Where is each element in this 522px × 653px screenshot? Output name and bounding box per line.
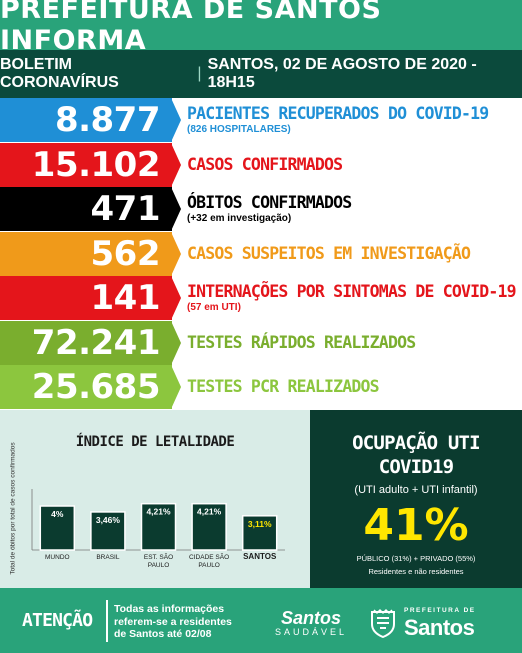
icu-percent: 41% [363, 500, 469, 551]
stat-pointer-icon [171, 276, 181, 321]
stat-pointer-icon [171, 98, 181, 143]
stat-row: 562 CASOS SUSPEITOS EM INVESTIGAÇÃO [0, 231, 522, 276]
chart-category-label: PAULO [148, 562, 170, 569]
logo-saudavel-text: SAUDÁVEL [274, 627, 348, 637]
stat-pointer-icon [171, 187, 181, 232]
footer-note: Todas as informações referem-se a reside… [114, 603, 264, 641]
stat-value: 15.102 [0, 142, 172, 187]
chart-category-label: PAULO [198, 562, 220, 569]
santos-saudavel-logo: Santos SAUDÁVEL [270, 608, 352, 637]
prefeitura-logo: PREFEITURA DE Santos [368, 604, 513, 640]
stat-label-group: CASOS CONFIRMADOS [181, 154, 343, 174]
chart-category-label: CIDADE SÃO [189, 552, 229, 561]
chart-value-label: 3,11% [248, 519, 272, 529]
stat-row: 15.102 CASOS CONFIRMADOS [0, 142, 522, 187]
footer: ATENÇÃO Todas as informações referem-se … [0, 588, 522, 653]
logo-prefeitura-text: PREFEITURA DE [404, 607, 476, 614]
chart-category-label: SANTOS [243, 552, 277, 561]
stat-row: 72.241 TESTES RÁPIDOS REALIZADOS [0, 320, 522, 365]
stat-value: 562 [0, 231, 172, 276]
page-title-text: PREFEITURA DE SANTOS INFORMA [0, 0, 382, 56]
stat-pointer-icon [171, 231, 181, 276]
stat-label-group: CASOS SUSPEITOS EM INVESTIGAÇÃO [181, 243, 471, 263]
chart-bar [140, 502, 177, 551]
stats-list: 8.877 PACIENTES RECUPERADOS DO COVID-19 (8… [0, 98, 522, 410]
bulletin-date: SANTOS, 02 DE AGOSTO DE 2020 - 18H15 [207, 56, 477, 91]
subheader-separator: | [197, 65, 202, 82]
chart-bar [39, 505, 76, 551]
stat-row: 471 ÓBITOS CONFIRMADOS (+32 em investigaçã… [0, 187, 522, 232]
icu-occupancy-panel: OCUPAÇÃO UTI COVID19 (UTI adulto + UTI i… [310, 410, 522, 588]
logo-santos-text: Santos [280, 608, 341, 628]
stat-label: CASOS SUSPEITOS EM INVESTIGAÇÃO [187, 243, 471, 263]
chart-value-label: 3,46% [96, 515, 121, 525]
stat-pointer-icon [171, 365, 181, 410]
logo-city-text: Santos [404, 615, 475, 640]
stat-value: 141 [0, 276, 172, 321]
stat-label-group: ÓBITOS CONFIRMADOS (+32 em investigação) [181, 193, 352, 225]
stat-row: 25.685 TESTES PCR REALIZADOS [0, 365, 522, 410]
stat-label: ÓBITOS CONFIRMADOS [187, 193, 352, 213]
chart-value-label: 4% [51, 509, 64, 519]
page-title: PREFEITURA DE SANTOS INFORMA [0, 0, 522, 56]
stat-row: 141 INTERNAÇÕES POR SINTOMAS DE COVID-19(… [0, 276, 522, 321]
chart-title: ÍNDICE DE LETALIDADE [75, 434, 235, 450]
icu-description: (UTI adulto + UTI infantil) [354, 484, 478, 496]
chart-category-label: EST. SÃO [144, 552, 173, 561]
stat-value: 72.241 [0, 320, 172, 365]
footer-note-line: de Santos até 02/08 [114, 628, 212, 640]
stat-sublabel: (826 HOSPITALARES) [187, 124, 291, 136]
footer-note-line: Todas as informações [114, 603, 225, 615]
stat-value: 471 [0, 187, 172, 232]
stat-row: 8.877 PACIENTES RECUPERADOS DO COVID-19 (8… [0, 98, 522, 143]
lethality-chart-panel: ÍNDICE DE LETALIDADE Total de óbitos por… [0, 410, 310, 588]
stat-value: 8.877 [0, 98, 172, 143]
stat-sublabel: (+32 em investigação) [187, 213, 292, 225]
stat-pointer-icon [171, 142, 181, 187]
chart-bar [191, 502, 227, 551]
chart-bar [241, 515, 278, 551]
chart-category-label: BRASIL [96, 554, 120, 561]
stat-label: CASOS CONFIRMADOS [187, 154, 343, 174]
stat-label-group: TESTES RÁPIDOS REALIZADOS [181, 332, 416, 352]
icu-breakdown: PÚBLICO (31%) + PRIVADO (55%) [356, 554, 476, 563]
stat-label: TESTES PCR REALIZADOS [187, 377, 380, 397]
stat-pointer-icon [171, 320, 181, 365]
stat-label: PACIENTES RECUPERADOS DO COVID-19 [187, 104, 489, 124]
stat-sublabel: (57 em UTI) [187, 302, 241, 314]
stat-label-group: PACIENTES RECUPERADOS DO COVID-19 (826 HO… [181, 104, 489, 136]
stat-label: TESTES RÁPIDOS REALIZADOS [187, 332, 416, 352]
bulletin-subheader: BOLETIM CORONAVÍRUS | SANTOS, 02 DE AGOS… [0, 50, 522, 98]
icu-subtitle: COVID19 [378, 456, 454, 478]
icu-note: Residentes e não residentes [368, 567, 464, 576]
attention-label: ATENÇÃO [22, 610, 93, 631]
bulletin-name: BOLETIM CORONAVÍRUS [0, 56, 119, 91]
stat-label-group: INTERNAÇÕES POR SINTOMAS DE COVID-19 (57 … [181, 282, 517, 314]
chart-category-label: MUNDO [45, 554, 70, 561]
chart-value-label: 4,21% [197, 507, 222, 517]
footer-divider [106, 600, 108, 642]
icu-title: OCUPAÇÃO UTI [352, 432, 480, 454]
stat-value: 25.685 [0, 365, 172, 410]
chart-value-label: 4,21% [146, 507, 171, 517]
footer-note-line: referem-se a residentes [114, 615, 232, 628]
stat-label: INTERNAÇÕES POR SINTOMAS DE COVID-19 [187, 282, 517, 302]
city-crest-icon [371, 608, 395, 638]
chart-bar [90, 511, 126, 551]
stat-label-group: TESTES PCR REALIZADOS [181, 377, 380, 397]
